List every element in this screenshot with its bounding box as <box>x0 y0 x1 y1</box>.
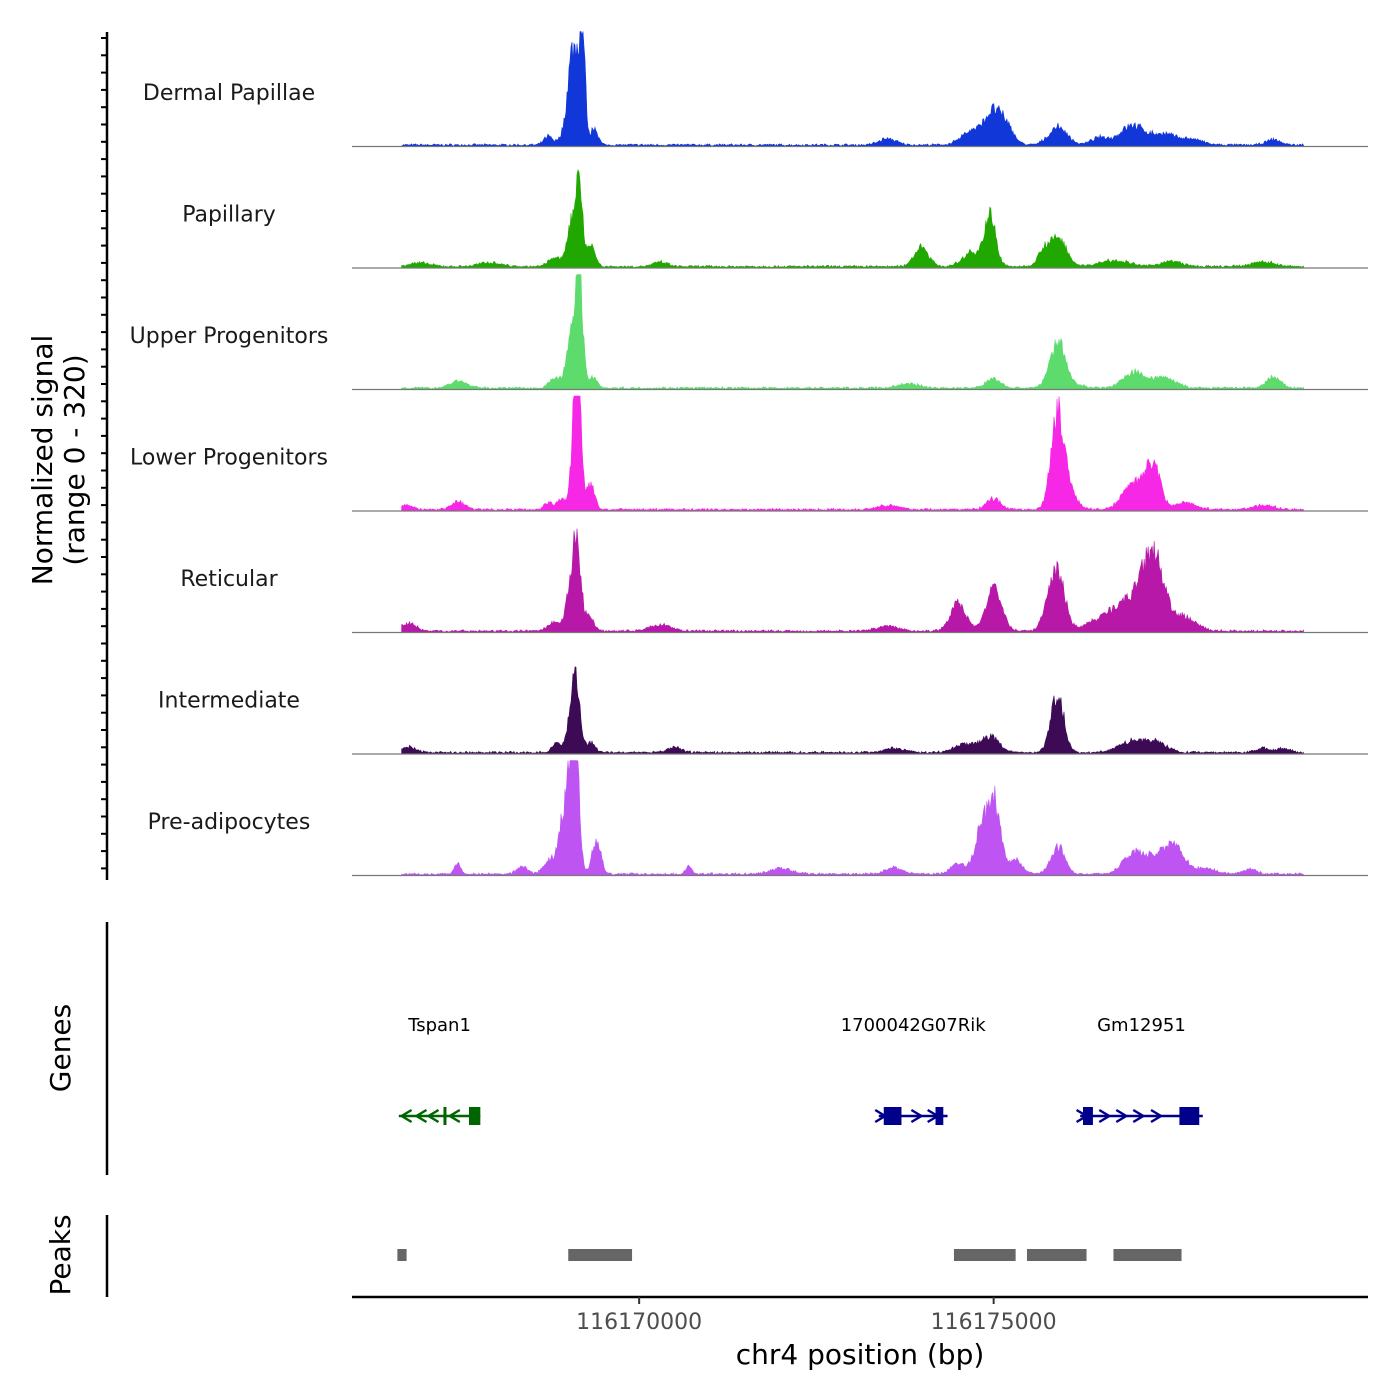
peak-region <box>568 1249 633 1261</box>
track-label: Pre-adipocytes <box>148 810 311 835</box>
peak-region <box>1026 1249 1087 1261</box>
track-reticular: Reticular <box>180 528 1368 634</box>
track-intermediate: Intermediate <box>158 666 1368 755</box>
track-dermal-papillae: Dermal Papillae <box>143 31 1368 148</box>
strand-chevron <box>1132 1108 1146 1124</box>
track-label: Upper Progenitors <box>130 324 329 349</box>
peak-region <box>397 1249 407 1261</box>
signal-area <box>401 169 1304 269</box>
peak-region <box>1113 1249 1182 1261</box>
strand-chevron <box>447 1108 461 1124</box>
gene-exon <box>1082 1107 1093 1125</box>
track-label: Papillary <box>182 203 276 228</box>
gene-exon <box>883 1107 902 1125</box>
x-tick-label: 116170000 <box>576 1310 702 1335</box>
track-papillary: Papillary <box>182 169 1368 269</box>
signal-tracks: Dermal Papillae Papillary Upper Progenitor… <box>130 31 1368 877</box>
y-axis-label: Normalized signal <box>26 335 59 586</box>
signal-area <box>401 760 1304 876</box>
strand-chevron <box>1115 1108 1129 1124</box>
gene-exon <box>1179 1107 1200 1125</box>
x-axis: 116170000 116175000 <box>576 1297 1057 1335</box>
gene-exon <box>468 1107 481 1125</box>
strand-chevron <box>399 1108 413 1124</box>
signal-area <box>401 274 1304 390</box>
signal-area <box>401 528 1304 633</box>
gene-track: Tspan1 1700042G07Rik Gm12951 <box>398 1015 1203 1125</box>
track-label: Intermediate <box>158 689 300 714</box>
gene-label: Tspan1 <box>407 1015 471 1036</box>
y-axis-range-label: (range 0 - 320) <box>58 354 91 565</box>
signal-area <box>401 666 1304 755</box>
track-label: Reticular <box>180 567 278 592</box>
peak-region <box>953 1249 1016 1261</box>
track-label: Dermal Papillae <box>143 81 315 106</box>
x-axis-label: chr4 position (bp) <box>736 1338 985 1371</box>
track-upper-progenitors: Upper Progenitors <box>130 274 1368 391</box>
gene-label: 1700042G07Rik <box>841 1015 987 1036</box>
gene-exon <box>443 1107 447 1125</box>
strand-chevron <box>414 1108 428 1124</box>
gene-tspan1: Tspan1 <box>398 1015 481 1125</box>
strand-chevron <box>910 1108 924 1124</box>
gene-exon <box>935 1107 944 1125</box>
strand-chevron <box>1098 1108 1112 1124</box>
gene-gm12951: Gm12951 <box>1075 1015 1203 1125</box>
strand-chevron <box>426 1108 440 1124</box>
track-pre-adipocytes: Pre-adipocytes <box>148 760 1368 877</box>
signal-y-axis <box>101 32 109 880</box>
x-tick-label: 116175000 <box>931 1310 1057 1335</box>
track-label: Lower Progenitors <box>130 446 328 471</box>
gene-label: Gm12951 <box>1097 1015 1186 1036</box>
peaks-panel-label: Peaks <box>44 1214 77 1295</box>
track-lower-progenitors: Lower Progenitors <box>130 395 1368 512</box>
signal-area <box>401 395 1304 512</box>
genes-panel-label: Genes <box>44 1004 77 1092</box>
signal-area <box>401 31 1304 147</box>
peak-track <box>397 1249 1182 1261</box>
strand-chevron <box>1150 1108 1164 1124</box>
gene-1700042g07rik: 1700042G07Rik <box>841 1015 987 1125</box>
